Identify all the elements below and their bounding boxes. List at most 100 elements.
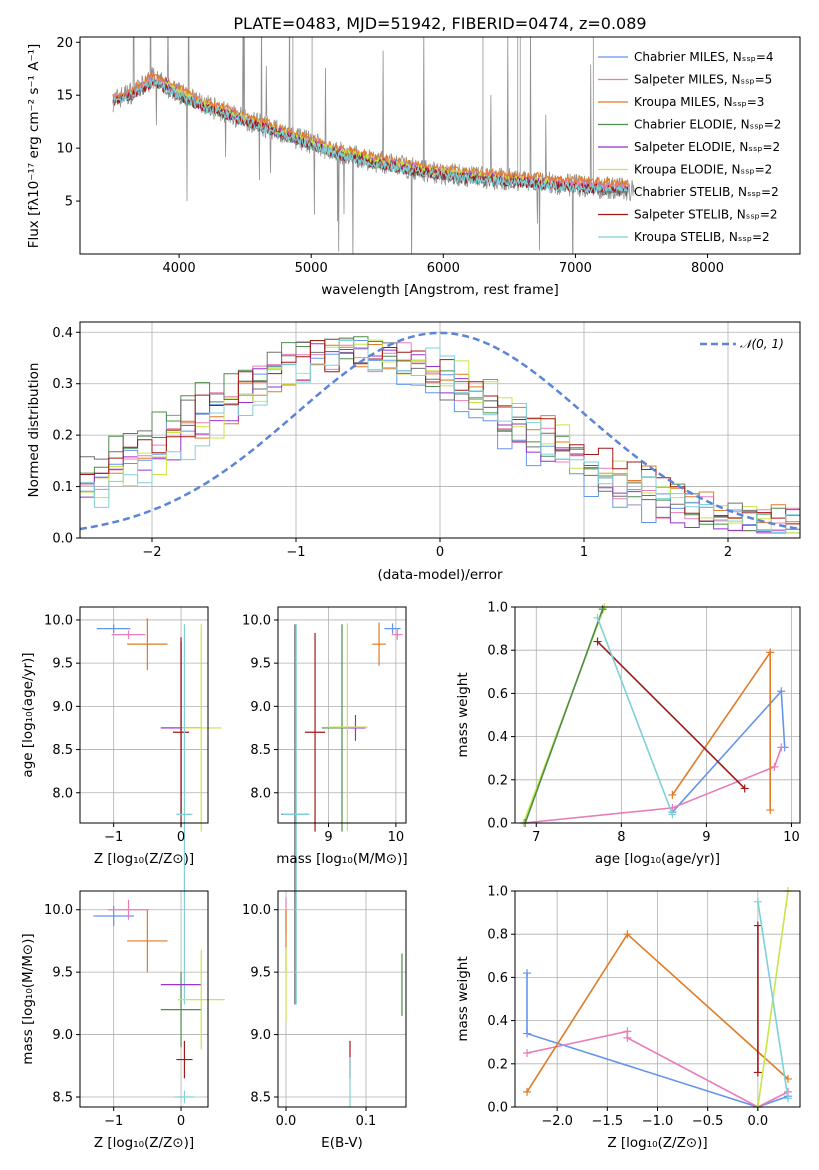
spectrum-ytick-label: 5 bbox=[65, 195, 73, 210]
mass-vs-Z-ytick-label: 9.0 bbox=[52, 1028, 73, 1043]
mass-vs-Z-xtick-label: −1 bbox=[104, 1114, 123, 1129]
weight-marker bbox=[668, 790, 677, 799]
weight-marker bbox=[593, 613, 602, 622]
spectrum-xtick-label: 8000 bbox=[691, 261, 724, 276]
weight-vs-Z-xlabel: Z [log₁₀(Z/Z⊙)] bbox=[607, 1135, 707, 1151]
residuals-ylabel: Normed distribution bbox=[26, 363, 42, 498]
weight-marker bbox=[783, 1094, 792, 1103]
residuals-ytick-label: 0.3 bbox=[52, 377, 73, 392]
age-vs-Z-ytick-label: 9.5 bbox=[52, 657, 73, 672]
residuals-xtick-label: 0 bbox=[436, 545, 444, 560]
weight-line bbox=[596, 617, 674, 815]
legend-label: Salpeter STELIB, Nₛₛₚ=2 bbox=[634, 208, 778, 222]
weight-marker bbox=[593, 637, 602, 646]
weight-vs-age-xtick-label: 10 bbox=[783, 830, 800, 845]
weight-marker bbox=[623, 1033, 632, 1042]
residual-histogram-line bbox=[80, 337, 800, 534]
weight-marker bbox=[523, 1087, 532, 1096]
age-vs-mass-axes-frame bbox=[277, 606, 407, 824]
mass-vs-ebv-ytick-label: 9.0 bbox=[250, 1028, 271, 1043]
spectrum-panel: PLATE=0483, MJD=51942, FIBERID=0474, z=0… bbox=[26, 14, 801, 298]
mass-vs-Z-ytick-label: 8.5 bbox=[52, 1091, 73, 1106]
weight-vs-age-xtick-label: 7 bbox=[532, 830, 540, 845]
weight-line bbox=[523, 747, 783, 824]
weight-vs-Z-ytick-label: 0.6 bbox=[487, 971, 508, 986]
weight-vs-Z-xtick-label: −1.5 bbox=[592, 1114, 624, 1129]
weight-vs-age-xtick-label: 9 bbox=[702, 830, 710, 845]
residuals-xlabel: (data-model)/error bbox=[377, 567, 503, 583]
legend-label: Chabrier MILES, Nₛₛₚ=4 bbox=[634, 50, 774, 64]
weight-vs-Z-ytick-label: 1.0 bbox=[487, 885, 508, 900]
age-vs-Z-ytick-label: 10.0 bbox=[44, 613, 73, 628]
weight-marker bbox=[668, 810, 677, 819]
mass-vs-ebv-axes-frame bbox=[277, 890, 407, 1108]
residuals-xtick-label: −1 bbox=[286, 545, 305, 560]
spectrum-ytick-label: 15 bbox=[56, 89, 73, 104]
weight-marker bbox=[753, 921, 762, 930]
gaussian-curve bbox=[79, 331, 801, 531]
mass-vs-ebv-xlabel: E(B-V) bbox=[321, 1135, 363, 1151]
spectrum-xlabel: wavelength [Angstrom, rest frame] bbox=[321, 282, 559, 298]
age-vs-mass-ytick-label: 9.0 bbox=[250, 700, 271, 715]
residuals-legend: 𝒩(0, 1) bbox=[700, 337, 784, 351]
age-vs-Z-ytick-label: 9.0 bbox=[52, 700, 73, 715]
spectrum-xtick-label: 4000 bbox=[163, 261, 196, 276]
mass-vs-Z-panel: −1 0 8.5 9.0 9.5 10.0 Z [log₁₀(Z/Z⊙)] mass [log… bbox=[20, 890, 225, 1151]
weight-vs-age-xlabel: age [log₁₀(age/yr)] bbox=[595, 851, 720, 867]
weight-marker bbox=[740, 784, 749, 793]
legend-label: Kroupa STELIB, Nₛₛₚ=2 bbox=[634, 230, 770, 244]
weight-marker bbox=[753, 1068, 762, 1077]
spectrum-ticks: 4000 5000 6000 7000 8000 5 10 15 20 bbox=[56, 36, 724, 276]
weight-vs-age-ylabel: mass weight bbox=[455, 672, 471, 757]
age-vs-Z-panel: −1 0 8.0 8.5 9.0 9.5 10.0 Z [log₁₀(Z/Z⊙)] age [l… bbox=[20, 606, 222, 1005]
age-vs-mass-ytick-label: 9.5 bbox=[250, 657, 271, 672]
legend-label: Chabrier ELODIE, Nₛₛₚ=2 bbox=[634, 118, 781, 132]
weight-marker bbox=[623, 930, 632, 939]
spectrum-lines bbox=[112, 37, 635, 254]
age-vs-Z-xtick-label: −1 bbox=[104, 830, 123, 845]
mass-vs-ebv-xtick-label: 0.1 bbox=[356, 1114, 377, 1129]
mass-vs-Z-xtick-label: 0 bbox=[177, 1114, 185, 1129]
residuals-xtick-label: 2 bbox=[724, 545, 732, 560]
weight-marker bbox=[766, 806, 775, 815]
age-vs-mass-panel: 9 10 8.0 8.5 9.0 9.5 10.0 mass [log₁₀(M/M⊙)] bbox=[242, 606, 408, 1005]
weight-vs-Z-xtick-label: −1.0 bbox=[642, 1114, 674, 1129]
weight-marker bbox=[766, 648, 775, 657]
residuals-ytick-label: 0.2 bbox=[52, 429, 73, 444]
age-vs-Z-ytick-label: 8.5 bbox=[52, 743, 73, 758]
mass-vs-Z-axes-frame bbox=[79, 890, 209, 1108]
weight-line bbox=[596, 641, 746, 789]
spectrum-plot-area bbox=[112, 37, 635, 254]
age-vs-Z-xtick-label: 0 bbox=[177, 830, 185, 845]
spectrum-axes-frame bbox=[79, 36, 801, 255]
mass-vs-ebv-ytick-label: 8.5 bbox=[250, 1091, 271, 1106]
age-vs-mass-ytick-label: 8.5 bbox=[250, 743, 271, 758]
weight-line bbox=[524, 608, 604, 824]
residuals-ytick-label: 0.0 bbox=[52, 532, 73, 547]
age-vs-mass-xtick-label: 9 bbox=[324, 830, 332, 845]
weight-marker bbox=[523, 969, 532, 978]
model-spectrum-line bbox=[112, 76, 629, 196]
spectrum-xtick-label: 6000 bbox=[427, 261, 460, 276]
weight-marker bbox=[523, 1029, 532, 1038]
age-vs-mass-ytick-label: 8.0 bbox=[250, 786, 271, 801]
age-vs-mass-xlabel: mass [log₁₀(M/M⊙)] bbox=[276, 851, 407, 867]
weight-vs-age-ytick-label: 0.2 bbox=[487, 773, 508, 788]
weight-line bbox=[757, 901, 789, 1099]
residuals-panel: −2 −1 0 1 2 0.0 0.1 0.2 0.3 0.4 (data-model)/erro… bbox=[26, 321, 801, 583]
weight-vs-Z-ytick-label: 0.2 bbox=[487, 1057, 508, 1072]
age-vs-Z-ytick-label: 8.0 bbox=[52, 786, 73, 801]
weight-vs-age-ytick-label: 0.4 bbox=[487, 730, 508, 745]
gauss-legend-label: 𝒩(0, 1) bbox=[740, 337, 784, 351]
residuals-ticks: −2 −1 0 1 2 0.0 0.1 0.2 0.3 0.4 bbox=[52, 326, 732, 560]
mass-vs-ebv-ytick-label: 9.5 bbox=[250, 966, 271, 981]
residuals-xtick-label: −2 bbox=[142, 545, 161, 560]
weight-vs-Z-xtick-label: −2.0 bbox=[541, 1114, 573, 1129]
mass-vs-ebv-ytick-label: 10.0 bbox=[242, 903, 271, 918]
weight-vs-Z-ytick-label: 0.4 bbox=[487, 1014, 508, 1029]
weight-vs-age-axes-frame bbox=[514, 606, 801, 824]
weight-marker bbox=[777, 743, 786, 752]
age-vs-Z-xlabel: Z [log₁₀(Z/Z⊙)] bbox=[94, 851, 194, 867]
